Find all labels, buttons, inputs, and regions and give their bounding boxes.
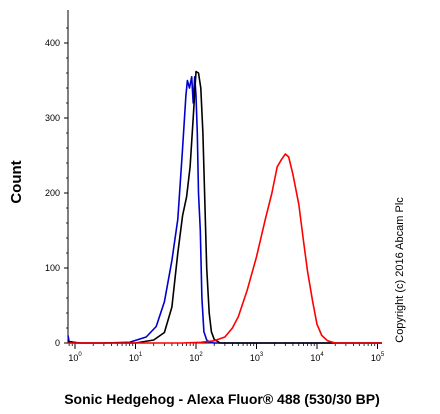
y-tick-label: 400 — [45, 38, 60, 48]
x-tick-label: 100 — [68, 352, 82, 363]
axes — [64, 10, 382, 349]
y-tick-label: 300 — [45, 113, 60, 123]
copyright-annotation: Copyright (c) 2016 Abcam Plc — [394, 197, 406, 343]
x-tick-label: 103 — [250, 352, 264, 363]
histogram-curves — [67, 70, 382, 344]
x-tick-label: 101 — [129, 352, 143, 363]
y-tick-label: 200 — [45, 188, 60, 198]
axis-labels: 0 100 200 300 400 100 101 102 103 104 105 — [45, 38, 385, 363]
y-axis-title: Count — [8, 160, 25, 203]
x-tick-label: 105 — [371, 352, 385, 363]
x-tick-label: 102 — [189, 352, 203, 363]
x-tick-label: 104 — [310, 352, 324, 363]
x-axis-title: Sonic Hedgehog - Alexa Fluor® 488 (530/3… — [64, 391, 380, 407]
histogram-curve-3 — [68, 153, 382, 344]
histogram-curve-2 — [67, 70, 382, 344]
histogram-curve-1 — [67, 76, 382, 344]
y-tick-label: 0 — [55, 338, 60, 348]
y-tick-label: 100 — [45, 263, 60, 273]
